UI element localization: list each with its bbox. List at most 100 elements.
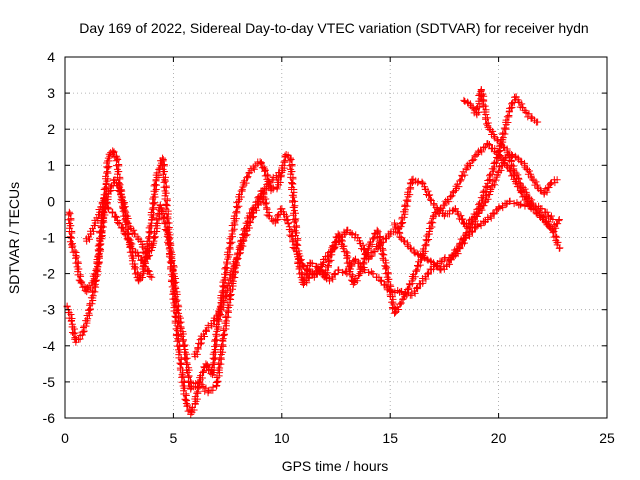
data-point xyxy=(332,228,350,249)
data-point xyxy=(115,219,128,237)
data-point xyxy=(423,255,435,266)
data-point xyxy=(510,165,523,187)
data-point xyxy=(197,326,210,343)
data-point xyxy=(229,245,245,270)
y-tick-label: -4 xyxy=(43,338,56,354)
data-point xyxy=(527,172,541,189)
data-point xyxy=(555,244,563,252)
data-point xyxy=(469,209,483,227)
data-point xyxy=(397,179,417,231)
y-tick-label: -2 xyxy=(43,266,56,282)
data-point xyxy=(72,252,85,284)
y-tick-label: -1 xyxy=(43,230,56,246)
data-point xyxy=(135,271,146,285)
data-point xyxy=(173,306,189,349)
data-point xyxy=(391,295,407,317)
data-point xyxy=(553,176,561,184)
data-point xyxy=(236,227,251,252)
y-axis-ticks: -6 -5 -4 -3 -2 -1 0 1 2 3 4 xyxy=(43,49,607,426)
data-point xyxy=(210,308,223,325)
data-point xyxy=(538,205,555,222)
data-point xyxy=(477,85,492,128)
data-point xyxy=(158,154,170,181)
data-point xyxy=(230,199,243,227)
data-point xyxy=(216,287,231,314)
data-point xyxy=(440,188,458,209)
data-point xyxy=(516,179,530,196)
data-point xyxy=(488,171,501,191)
data-point xyxy=(354,234,373,262)
data-point xyxy=(109,147,120,161)
data-point xyxy=(128,244,142,257)
data-point xyxy=(291,244,307,269)
data-point xyxy=(208,330,221,379)
data-point xyxy=(265,212,277,225)
grid xyxy=(65,57,607,418)
data-point xyxy=(163,226,178,271)
data-point xyxy=(419,179,438,208)
data-point xyxy=(321,243,339,263)
data-point xyxy=(386,286,403,297)
data-point xyxy=(365,243,382,263)
x-tick-label: 25 xyxy=(599,430,615,446)
data-point xyxy=(534,118,542,126)
data-point xyxy=(91,247,105,288)
data-point xyxy=(484,140,502,157)
series-3 xyxy=(82,169,557,361)
data-point xyxy=(108,208,122,226)
data-point xyxy=(408,175,426,187)
data-point xyxy=(440,206,457,220)
y-tick-label: -6 xyxy=(43,410,56,426)
data-point xyxy=(462,220,476,238)
data-point xyxy=(150,204,165,245)
data-point xyxy=(134,252,148,270)
data-point xyxy=(256,158,268,172)
data-point xyxy=(243,209,258,234)
data-point xyxy=(169,266,183,311)
data-point xyxy=(180,342,195,392)
data-point xyxy=(102,157,113,187)
data-point xyxy=(540,181,554,198)
data-point xyxy=(408,279,427,299)
y-tick-label: 0 xyxy=(47,193,55,209)
x-tick-label: 5 xyxy=(170,430,178,446)
y-tick-label: 1 xyxy=(47,157,55,173)
data-point xyxy=(451,166,470,195)
data-point xyxy=(223,265,238,292)
x-tick-label: 20 xyxy=(491,430,507,446)
x-axis-ticks: 0 5 10 15 20 25 xyxy=(61,57,615,446)
data-point xyxy=(365,229,382,252)
data-point xyxy=(419,265,438,285)
series-2 xyxy=(63,93,542,397)
data-point xyxy=(112,154,124,187)
y-axis-label: SDTVAR / TECUs xyxy=(6,182,22,294)
data-point xyxy=(369,270,384,284)
data-point xyxy=(190,336,206,361)
data-point xyxy=(104,205,116,216)
data-point xyxy=(223,221,239,263)
data-point xyxy=(343,257,359,278)
data-point xyxy=(83,279,96,296)
y-tick-label: -3 xyxy=(43,302,56,318)
x-tick-label: 0 xyxy=(61,430,69,446)
data-point xyxy=(249,200,263,216)
data-point xyxy=(117,190,132,225)
data-point xyxy=(529,201,543,218)
data-point xyxy=(173,335,187,377)
data-point xyxy=(143,239,158,263)
data-point xyxy=(121,230,136,251)
data-point xyxy=(286,154,300,223)
data-point xyxy=(147,177,160,223)
x-tick-label: 10 xyxy=(274,430,290,446)
data-point xyxy=(460,96,472,107)
series-4 xyxy=(391,85,563,274)
data-point xyxy=(523,190,537,207)
data-point xyxy=(549,217,563,234)
data-point xyxy=(462,152,479,173)
data-point xyxy=(141,262,154,280)
data-point xyxy=(495,199,511,213)
data-point xyxy=(449,242,463,260)
data-point xyxy=(473,217,489,231)
y-tick-label: 2 xyxy=(47,121,55,137)
